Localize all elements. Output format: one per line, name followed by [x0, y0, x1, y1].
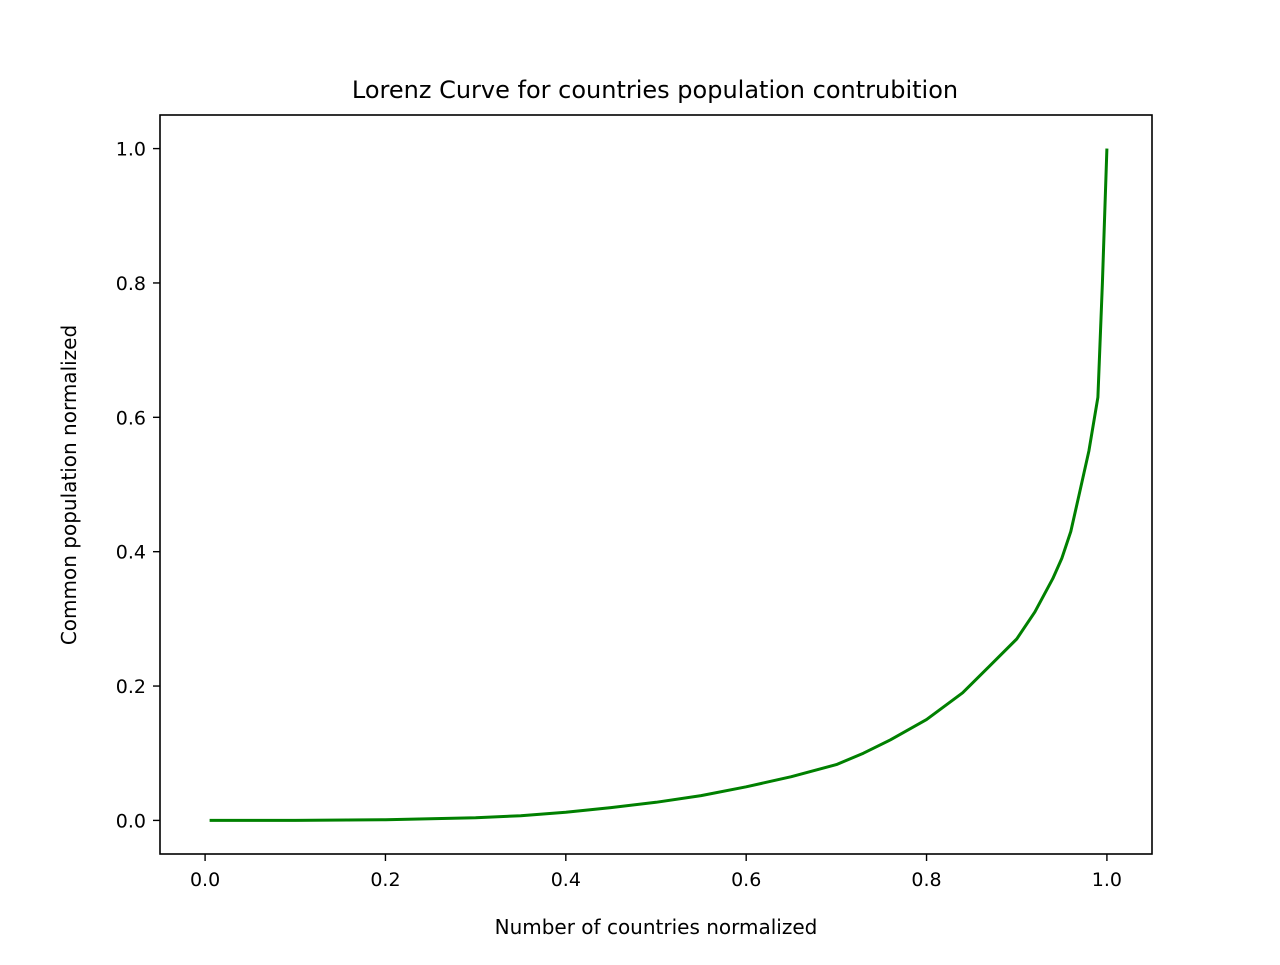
x-tick-label: 0.0: [190, 869, 220, 891]
lorenz-curve-line: [209, 148, 1109, 822]
y-tick-label: 0.2: [116, 676, 146, 698]
x-tick-label: 0.2: [370, 869, 400, 891]
y-tick-label: 1.0: [116, 139, 146, 161]
chart-title: Lorenz Curve for countries population co…: [352, 76, 958, 104]
ticks-layer: 0.0 0.2 0.4 0.6 0.8 1.0 0.0 0.2 0.4 0.6 0.8 1.0: [116, 139, 1122, 891]
x-tick-label: 0.4: [551, 869, 581, 891]
plot-frame: [159, 114, 1153, 855]
y-tick-label: 0.0: [116, 810, 146, 832]
y-axis-label: Common population normalized: [57, 325, 81, 645]
x-tick-label: 0.8: [911, 869, 941, 891]
x-tick-label: 1.0: [1092, 869, 1122, 891]
x-tick-label: 0.6: [731, 869, 761, 891]
y-tick-label: 0.6: [116, 407, 146, 429]
x-axis-label: Number of countries normalized: [495, 915, 818, 939]
y-tick-label: 0.4: [116, 542, 146, 564]
y-tick-label: 0.8: [116, 273, 146, 295]
series-layer: [209, 148, 1109, 822]
